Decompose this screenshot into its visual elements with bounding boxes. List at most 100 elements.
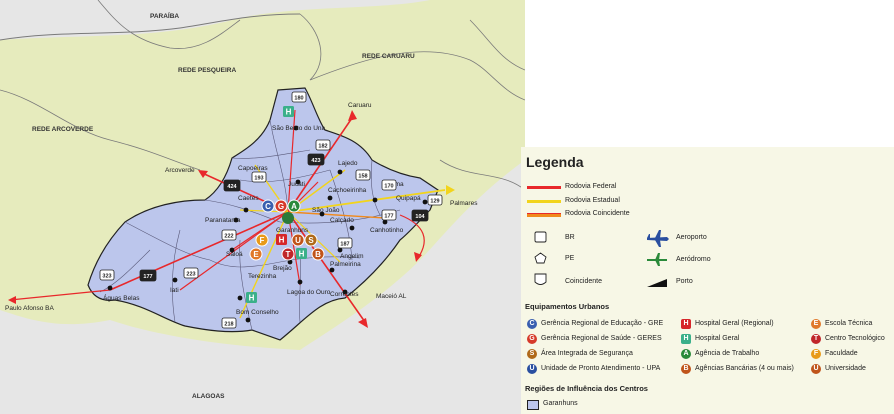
svg-text:H: H xyxy=(249,294,255,303)
mun-jucati: Jucati xyxy=(288,181,305,188)
shield-323: 323 xyxy=(100,270,114,280)
svg-text:218: 218 xyxy=(224,322,233,328)
svg-text:H: H xyxy=(286,108,292,117)
svg-text:223: 223 xyxy=(186,272,195,278)
legend-garanhuns: Garanhuns xyxy=(543,400,578,407)
legend-pe: PE xyxy=(565,255,574,262)
legend-aerodromo: Aeródromo xyxy=(676,256,711,263)
legend-geres: Gerência Regional de Saúde - GERES xyxy=(541,335,662,342)
svg-text:177: 177 xyxy=(384,214,393,220)
svg-text:323: 323 xyxy=(102,274,111,280)
mun-palmeirina: Palmeirina xyxy=(330,261,361,268)
mun-lajedo: Lajedo xyxy=(338,160,358,167)
shield-170: 170 xyxy=(382,180,396,190)
mun-sao-joao: São João xyxy=(312,207,340,214)
upa-icon: U xyxy=(527,364,537,374)
mun-garanhuns: Garanhuns xyxy=(276,227,309,234)
svg-text:A: A xyxy=(291,202,297,211)
dest-arcoverde: Arcoverde xyxy=(165,167,195,174)
badge-faculdade: F xyxy=(256,234,268,246)
legend-universidade: Universidade xyxy=(825,365,866,372)
shield-223: 223 xyxy=(184,268,198,278)
shield-177-south: 177 xyxy=(140,270,156,281)
svg-text:222: 222 xyxy=(224,234,233,240)
badge-escola-tecnica: E xyxy=(250,248,262,260)
svg-text:424: 424 xyxy=(227,184,237,190)
mun-capoeiras: Capoeiras xyxy=(238,165,268,172)
svg-text:B: B xyxy=(315,250,321,259)
legend-hospital-geral: Hospital Geral xyxy=(695,335,739,342)
legend-agencia-trabalho: Agência de Trabalho xyxy=(695,350,759,357)
legend-centro-tecnologico: Centro Tecnológico xyxy=(825,335,885,342)
mun-aguas-belas: Águas Belas xyxy=(103,293,140,302)
label-rede-arcoverde: REDE ARCOVERDE xyxy=(32,126,94,133)
legend-transport-icons xyxy=(645,229,671,291)
legend-aeroporto: Aeroporto xyxy=(676,234,707,241)
legend-shield-icons xyxy=(533,230,549,290)
shield-104: 104 xyxy=(412,210,428,221)
seguranca-icon: S xyxy=(527,349,537,359)
svg-text:H: H xyxy=(279,236,285,245)
legend-road-coincidente: Rodovia Coincidente xyxy=(565,210,630,217)
legend-road-federal-swatch xyxy=(527,186,561,189)
badge-hospital-geral: H xyxy=(296,248,307,259)
legend-regions-title: Regiões de Influência dos Centros xyxy=(525,384,648,393)
legend-hospital-regional: Hospital Geral (Regional) xyxy=(695,320,774,327)
svg-text:U: U xyxy=(295,236,301,245)
badge-centro-tecnologico: T xyxy=(282,248,294,260)
mun-angelim: Angelim xyxy=(340,253,363,260)
dest-maceio: Maceió AL xyxy=(376,293,407,300)
badge-gre: C xyxy=(262,200,274,212)
badge-hospital-regional: H xyxy=(276,234,287,245)
svg-text:182: 182 xyxy=(318,144,327,150)
badge-geres: G xyxy=(275,200,287,212)
svg-text:193: 193 xyxy=(254,176,263,182)
svg-text:C: C xyxy=(265,202,271,211)
mun-quipapa: Quipapá xyxy=(396,195,421,202)
mun-saloa: Saloá xyxy=(226,251,243,258)
svg-text:H: H xyxy=(299,250,305,259)
mun-calcado: Calçado xyxy=(330,217,354,224)
shield-423-north: 423 xyxy=(308,154,324,165)
svg-text:158: 158 xyxy=(358,174,367,180)
label-alagoas: ALAGOAS xyxy=(192,393,225,400)
escola-tecnica-icon: E xyxy=(811,319,821,329)
mun-canhotinho: Canhotinho xyxy=(370,227,404,234)
label-rede-caruaru: REDE CARUARU xyxy=(362,53,415,60)
br-shield-icon xyxy=(535,232,546,242)
label-rede-pesqueira: REDE PESQUEIRA xyxy=(178,67,236,74)
mun-lagoa-do-ouro: Lagoa do Ouro xyxy=(287,289,331,296)
svg-text:423: 423 xyxy=(311,158,320,164)
shield-193: 193 xyxy=(252,172,266,182)
legend-porto: Porto xyxy=(676,278,693,285)
svg-text:S: S xyxy=(308,236,314,245)
port-icon xyxy=(647,279,667,287)
mun-brejao: Brejão xyxy=(273,265,292,272)
shield-222: 222 xyxy=(222,230,236,240)
legend-road-federal: Rodovia Federal xyxy=(565,183,616,190)
svg-text:T: T xyxy=(286,250,291,259)
mun-sao-bento: São Bento do Una xyxy=(272,125,326,132)
shield-182: 182 xyxy=(316,140,330,150)
mun-iati: Iati xyxy=(170,287,179,294)
label-paraiba: PARAÍBA xyxy=(150,11,179,20)
legend-upa: Unidade de Pronto Atendimento - UPA xyxy=(541,365,660,372)
legend-coincidente: Coincidente xyxy=(565,278,602,285)
svg-text:180: 180 xyxy=(294,96,303,102)
legend-bancos: Agências Bancárias (4 ou mais) xyxy=(695,365,794,372)
coincidente-shield-icon xyxy=(535,274,546,285)
dest-palmares: Palmares xyxy=(450,200,478,207)
agencia-trabalho-icon: A xyxy=(681,349,691,359)
hospital-geral-icon: H xyxy=(681,334,691,344)
legend-faculdade: Faculdade xyxy=(825,350,858,357)
mun-bom-conselho: Bom Conselho xyxy=(236,309,279,316)
airfield-icon xyxy=(647,253,667,266)
shield-424-west: 424 xyxy=(224,180,240,191)
hospital-regional-icon: H xyxy=(681,319,691,329)
legend-road-coincidente-swatch xyxy=(527,213,561,217)
legend-road-estadual: Rodovia Estadual xyxy=(565,197,620,204)
bancos-icon: B xyxy=(681,364,691,374)
svg-text:177: 177 xyxy=(143,274,152,280)
svg-text:170: 170 xyxy=(384,184,393,190)
svg-text:129: 129 xyxy=(430,199,439,205)
